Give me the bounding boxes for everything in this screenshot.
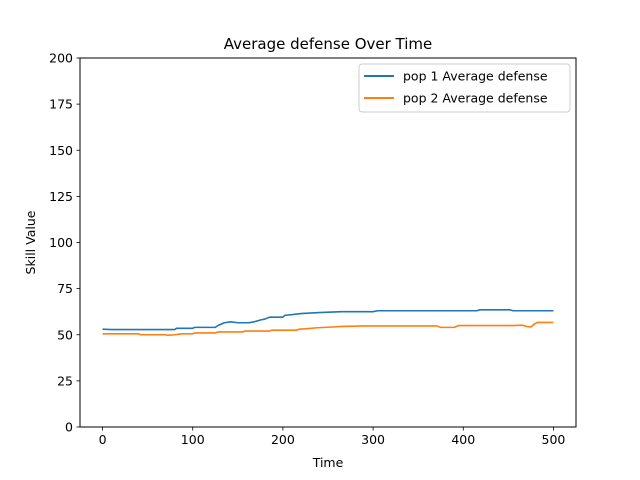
legend: pop 1 Average defense pop 2 Average defe…	[358, 63, 571, 113]
legend-box	[358, 63, 571, 113]
x-tick-label: 200	[271, 432, 295, 447]
y-axis-ticks: 0 25 50 75 100 125 150 175 200	[49, 51, 80, 435]
y-tick-label: 75	[57, 281, 73, 296]
legend-label-pop-2: pop 2 Average defense	[403, 91, 548, 106]
y-axis-label: Skill Value	[23, 210, 38, 274]
y-tick-label: 50	[57, 327, 73, 342]
y-tick-label: 25	[57, 373, 73, 388]
x-tick-label: 300	[361, 432, 385, 447]
series-line-pop-2	[102, 321, 554, 337]
x-tick-label: 100	[181, 432, 205, 447]
plot-frame	[79, 57, 577, 428]
x-axis-ticks: 0 100 200 300 400 500	[99, 427, 566, 447]
x-axis-label: Time	[312, 455, 344, 470]
y-tick-label: 150	[49, 143, 73, 158]
legend-label-pop-1: pop 1 Average defense	[403, 69, 548, 84]
y-tick-label: 175	[49, 97, 73, 112]
x-tick-label: 0	[99, 432, 107, 447]
chart-title: Average defense Over Time	[224, 35, 433, 53]
x-tick-label: 400	[451, 432, 475, 447]
series-line-pop-1	[102, 309, 554, 331]
y-tick-label: 100	[49, 235, 73, 250]
x-tick-label: 500	[542, 432, 566, 447]
series-layer	[102, 309, 554, 337]
y-tick-label: 200	[49, 51, 73, 66]
y-tick-label: 125	[49, 189, 73, 204]
y-tick-label: 0	[65, 420, 73, 435]
